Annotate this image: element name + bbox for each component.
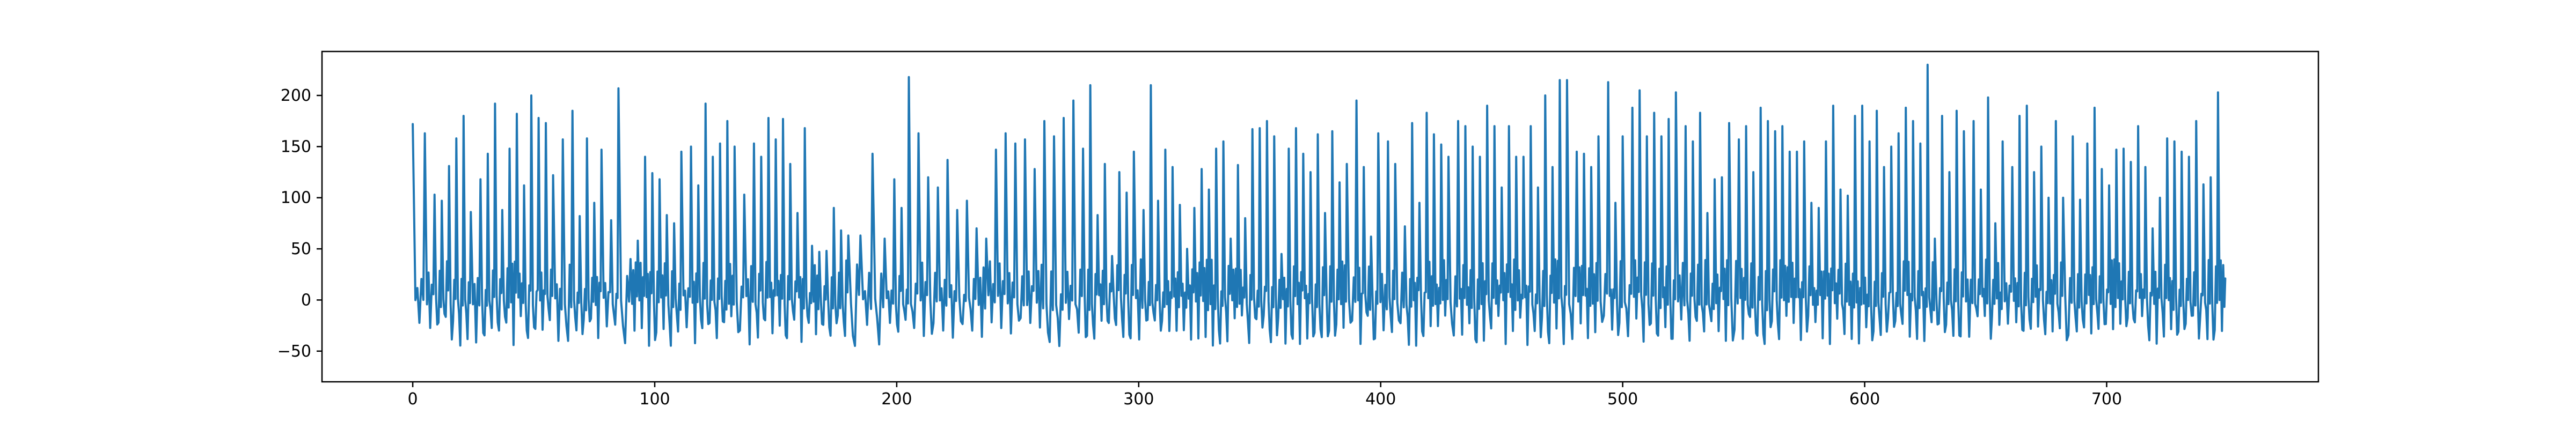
x-tick-label: 100 bbox=[639, 390, 670, 409]
y-tick-label: 200 bbox=[281, 86, 311, 105]
x-tick-label: 200 bbox=[881, 390, 912, 409]
x-tick-label: 500 bbox=[1607, 390, 1638, 409]
x-tick-label: 0 bbox=[408, 390, 418, 409]
y-tick-label: 100 bbox=[281, 189, 311, 208]
x-tick-label: 700 bbox=[2091, 390, 2122, 409]
x-tick-label: 300 bbox=[1123, 390, 1154, 409]
x-axis: 0 100 200 300 400 500 600 700 bbox=[408, 382, 2122, 409]
y-tick-label: −50 bbox=[277, 342, 311, 361]
x-tick-label: 600 bbox=[1849, 390, 1880, 409]
y-tick-label: 0 bbox=[301, 291, 311, 309]
x-tick-label: 400 bbox=[1365, 390, 1396, 409]
series-line-1 bbox=[412, 63, 2227, 347]
y-tick-label: 50 bbox=[291, 240, 311, 258]
axes-frame bbox=[321, 50, 2319, 383]
y-axis: −50 0 50 100 150 200 bbox=[277, 86, 322, 361]
plot-area bbox=[412, 63, 2227, 347]
y-tick-label: 150 bbox=[281, 137, 311, 156]
